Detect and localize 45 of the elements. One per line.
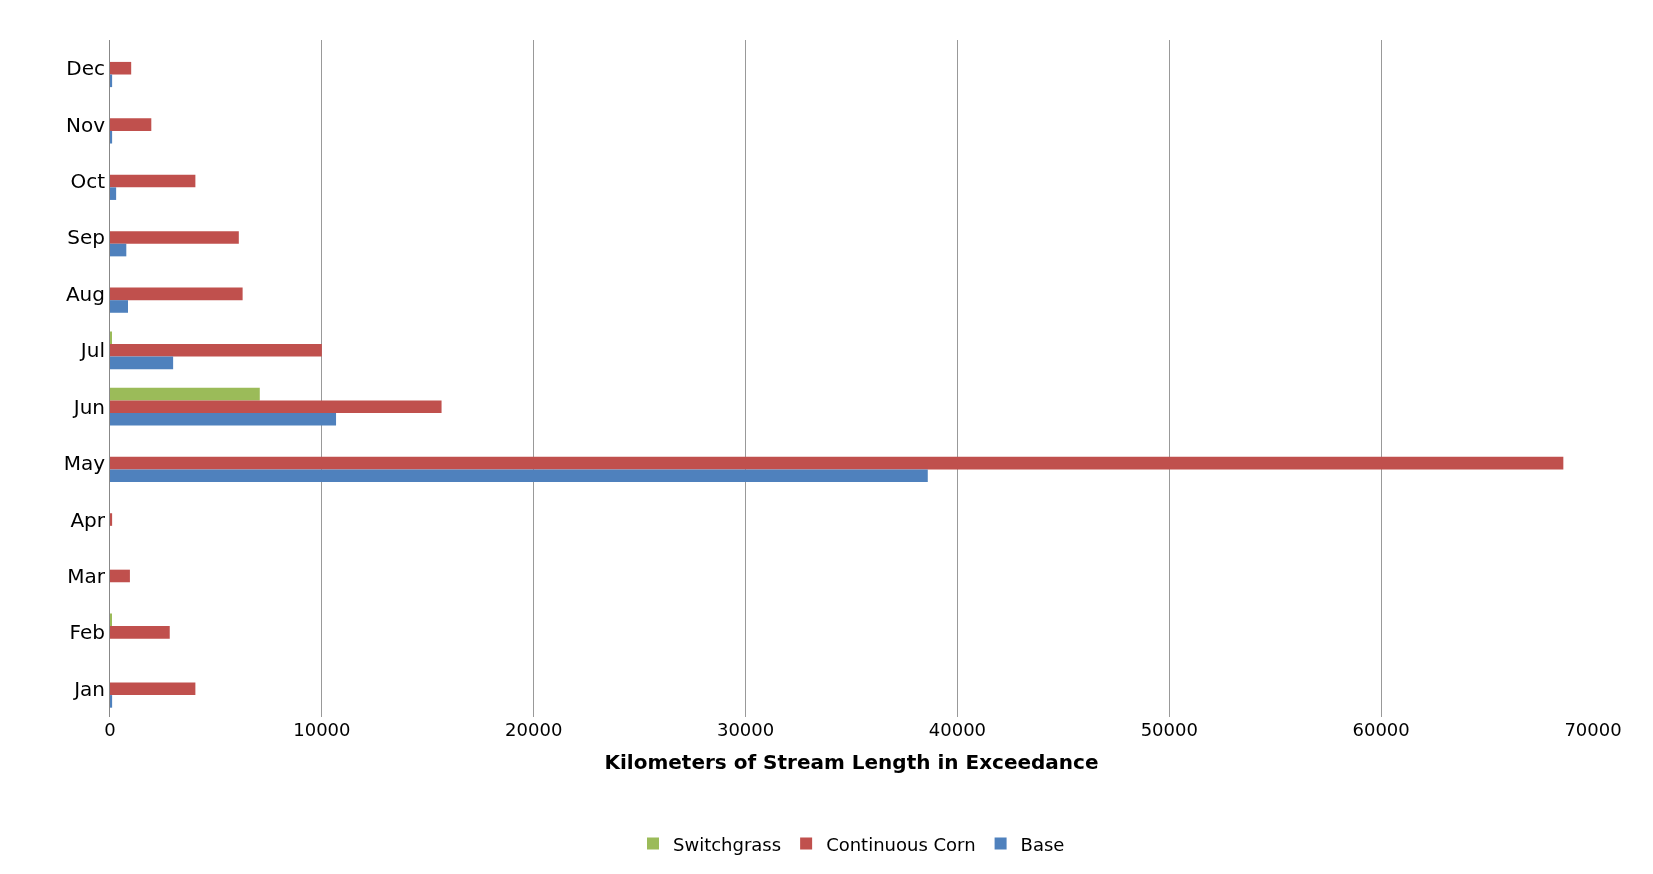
bar [110, 387, 260, 401]
x-tick-label: 10000 [293, 719, 351, 740]
bar [110, 569, 130, 583]
y-tick-label: Mar [67, 563, 106, 588]
y-tick-label: May [63, 451, 106, 476]
y-tick-label: Feb [69, 620, 105, 645]
bar [110, 300, 129, 313]
bar [110, 287, 243, 301]
y-tick-label: Jun [71, 394, 105, 419]
bar [110, 695, 113, 708]
x-tick-label: 60000 [1352, 719, 1410, 740]
bar [110, 513, 113, 526]
y-tick-label: Jan [72, 676, 105, 701]
bar [110, 231, 239, 244]
y-tick-label: Sep [67, 225, 105, 250]
y-tick-label: Dec [66, 56, 105, 81]
y-tick-label: Nov [65, 112, 106, 137]
bar [110, 130, 113, 144]
y-tick-label: Aug [65, 281, 105, 306]
y-tick-label: Apr [70, 507, 106, 532]
bar [110, 118, 152, 131]
x-tick-label: 50000 [1140, 719, 1198, 740]
x-tick-label: 70000 [1564, 719, 1622, 740]
legend-label: Base [1020, 833, 1065, 855]
bar [110, 174, 196, 188]
x-tick-label: 0 [104, 719, 116, 740]
y-tick-label: Oct [70, 169, 106, 194]
bar [110, 469, 928, 483]
bar [110, 356, 174, 370]
y-tick-label: Jul [78, 338, 105, 363]
legend-label: Switchgrass [673, 833, 782, 855]
x-tick-label: 30000 [716, 719, 775, 740]
x-tick-label: 40000 [928, 719, 987, 740]
bar [110, 682, 196, 696]
bar [110, 400, 442, 414]
bar [110, 243, 127, 257]
x-axis-title: Kilometers of Stream Length in Exceedance [604, 749, 1099, 774]
bar [110, 626, 170, 639]
legend-label: Continuous Corn [826, 833, 976, 855]
x-tick-label: 20000 [505, 719, 563, 740]
bar [110, 187, 117, 200]
bar [110, 456, 1564, 470]
bar [110, 343, 322, 357]
bar [110, 61, 132, 75]
bar [110, 413, 337, 426]
